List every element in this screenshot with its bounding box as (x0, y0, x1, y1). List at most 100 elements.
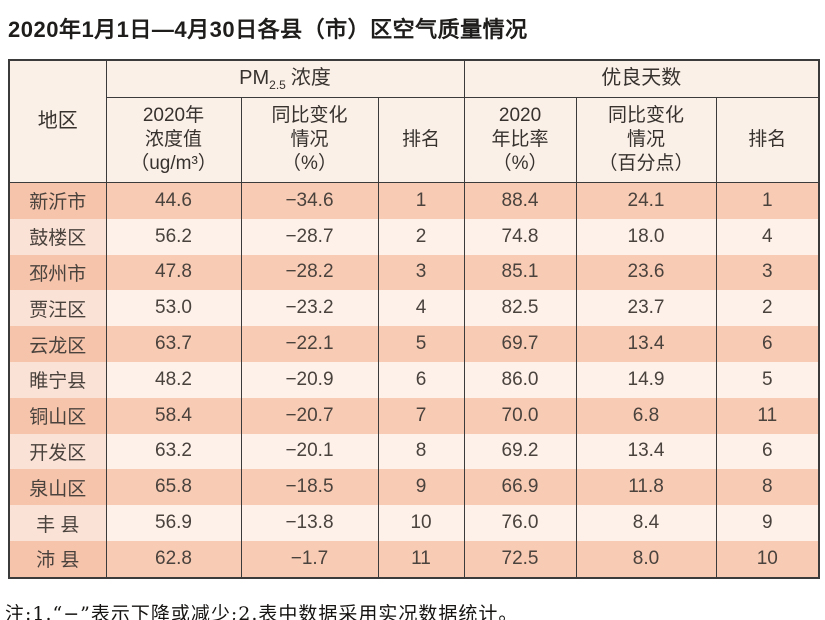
good-ratio-cell: 76.0 (463, 505, 577, 541)
page-title: 2020年1月1日—4月30日各县（市）区空气质量情况 (8, 17, 528, 42)
table-row: 泉山区 65.8 −18.5 9 66.9 11.8 8 (8, 469, 820, 506)
good-ratio-cell: 85.1 (463, 254, 577, 291)
good-ratio-cell: 86.0 (463, 361, 577, 398)
pm-value-cell: 63.7 (105, 326, 242, 362)
region-cell: 新沂市 (8, 182, 107, 219)
good-change-cell: 24.1 (575, 182, 717, 219)
region-cell: 贾汪区 (8, 290, 107, 327)
good-ratio-cell: 69.7 (463, 326, 577, 362)
pm-rank-cell: 5 (377, 326, 465, 362)
table-row: 丰 县 56.9 −13.8 10 76.0 8.4 9 (8, 505, 820, 541)
good-change-cell: 8.4 (575, 505, 717, 541)
region-cell: 丰 县 (8, 505, 107, 541)
table-row: 贾汪区 53.0 −23.2 4 82.5 23.7 2 (8, 290, 820, 327)
pm-rank-cell: 4 (377, 290, 465, 327)
good-ratio-cell: 88.4 (463, 182, 577, 219)
pm-label: PM (239, 67, 270, 90)
pm-rank-cell: 11 (377, 540, 465, 578)
good-change-cell: 14.9 (575, 361, 717, 398)
good-change-cell: 23.7 (575, 290, 717, 327)
good-change-cell: 6.8 (575, 397, 717, 434)
table-row: 铜山区 58.4 −20.7 7 70.0 6.8 11 (8, 397, 820, 434)
good-rank-cell: 9 (715, 505, 820, 541)
region-cell: 睢宁县 (8, 361, 107, 398)
good-ratio-cell: 74.8 (463, 218, 577, 255)
good-rank-cell: 10 (715, 540, 820, 578)
good-rank-cell: 8 (715, 469, 820, 506)
region-cell: 开发区 (8, 433, 107, 470)
table-row: 云龙区 63.7 −22.1 5 69.7 13.4 6 (8, 326, 820, 362)
header-pm-group: PM2.5 浓度 (105, 59, 465, 98)
header-pm-change: 同比变化 情况 （%） (240, 97, 379, 183)
good-rank-cell: 1 (715, 182, 820, 219)
header-pm-rank: 排名 (377, 97, 465, 183)
pm-change-cell: −18.5 (240, 469, 379, 506)
pm-change-cell: −22.1 (240, 326, 379, 362)
pm-rank-cell: 1 (377, 182, 465, 219)
good-rank-cell: 6 (715, 326, 820, 362)
good-rank-cell: 5 (715, 361, 820, 398)
table-row: 沛 县 62.8 −1.7 11 72.5 8.0 10 (8, 540, 820, 578)
table-row: 邳州市 47.8 −28.2 3 85.1 23.6 3 (8, 254, 820, 291)
table-row: 开发区 63.2 −20.1 8 69.2 13.4 6 (8, 433, 820, 470)
pm-change-cell: −1.7 (240, 540, 379, 578)
header-good-days-group: 优良天数 (463, 59, 820, 98)
pm-change-cell: −13.8 (240, 505, 379, 541)
header-region: 地区 (8, 59, 107, 183)
pm-rank-cell: 6 (377, 361, 465, 398)
good-change-cell: 8.0 (575, 540, 717, 578)
good-change-cell: 18.0 (575, 218, 717, 255)
good-ratio-cell: 72.5 (463, 540, 577, 578)
pm-rank-cell: 10 (377, 505, 465, 541)
pm-value-cell: 48.2 (105, 361, 242, 398)
good-rank-cell: 11 (715, 397, 820, 434)
good-rank-cell: 2 (715, 290, 820, 327)
air-quality-table: 地区 PM2.5 浓度 优良天数 2020年 浓度值 （ug/m³） 同比变化 情… (8, 59, 821, 579)
pm-rank-cell: 7 (377, 397, 465, 434)
pm-rank-cell: 2 (377, 218, 465, 255)
pm-change-cell: −34.6 (240, 182, 379, 219)
pm-group-suffix: 浓度 (290, 67, 331, 90)
good-ratio-cell: 82.5 (463, 290, 577, 327)
good-change-cell: 23.6 (575, 254, 717, 291)
footnote: 注:1.“−”表示下降或减少;2.表中数据采用实况数据统计。 (5, 602, 519, 620)
good-ratio-cell: 66.9 (463, 469, 577, 506)
header-pm-value: 2020年 浓度值 （ug/m³） (105, 97, 242, 183)
pm-change-cell: −20.9 (240, 361, 379, 398)
table-row: 新沂市 44.6 −34.6 1 88.4 24.1 1 (8, 182, 820, 219)
pm-change-cell: −28.2 (240, 254, 379, 291)
table-row: 睢宁县 48.2 −20.9 6 86.0 14.9 5 (8, 361, 820, 398)
table-row: 鼓楼区 56.2 −28.7 2 74.8 18.0 4 (8, 218, 820, 255)
good-ratio-cell: 70.0 (463, 397, 577, 434)
pm-change-cell: −20.7 (240, 397, 379, 434)
good-rank-cell: 6 (715, 433, 820, 470)
table-header: 地区 PM2.5 浓度 优良天数 2020年 浓度值 （ug/m³） 同比变化 情… (8, 59, 820, 183)
pm-rank-cell: 3 (377, 254, 465, 291)
good-change-cell: 11.8 (575, 469, 717, 506)
pm-value-cell: 44.6 (105, 182, 242, 219)
pm-value-cell: 56.2 (105, 218, 242, 255)
region-cell: 云龙区 (8, 326, 107, 362)
header-good-ratio: 2020 年比率 （%） (463, 97, 577, 183)
pm-subscript: 2.5 (269, 78, 286, 93)
pm-value-cell: 65.8 (105, 469, 242, 506)
pm-value-cell: 56.9 (105, 505, 242, 541)
pm-rank-cell: 9 (377, 469, 465, 506)
header-good-rank: 排名 (715, 97, 820, 183)
header-sub-row: 2020年 浓度值 （ug/m³） 同比变化 情况 （%） 排名 2020 年比… (9, 97, 820, 183)
table-body: 新沂市 44.6 −34.6 1 88.4 24.1 1 鼓楼区 56.2 −2… (8, 182, 820, 578)
header-group-row: 地区 PM2.5 浓度 优良天数 (8, 59, 820, 183)
pm-value-cell: 58.4 (105, 397, 242, 434)
region-cell: 邳州市 (8, 254, 107, 291)
pm-value-cell: 63.2 (105, 433, 242, 470)
good-change-cell: 13.4 (575, 326, 717, 362)
header-good-change: 同比变化 情况 （百分点） (575, 97, 717, 183)
region-cell: 沛 县 (8, 540, 107, 578)
region-cell: 铜山区 (8, 397, 107, 434)
pm-value-cell: 53.0 (105, 290, 242, 327)
pm-change-cell: −28.7 (240, 218, 379, 255)
good-rank-cell: 3 (715, 254, 820, 291)
pm-value-cell: 62.8 (105, 540, 242, 578)
region-cell: 泉山区 (8, 469, 107, 506)
